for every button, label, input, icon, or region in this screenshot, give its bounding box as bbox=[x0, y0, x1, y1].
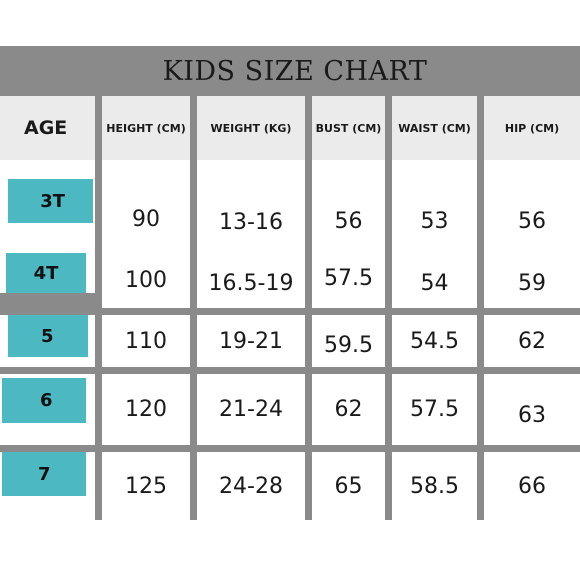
weight-cell: 21-24 bbox=[197, 374, 305, 445]
waist-value: 53 bbox=[420, 209, 449, 234]
hip-value: 56 bbox=[518, 209, 546, 234]
hip-value: 66 bbox=[518, 473, 546, 499]
bust-cell: 62 bbox=[312, 374, 385, 445]
waist-cell: 54 bbox=[392, 252, 477, 308]
weight-value: 13-16 bbox=[219, 210, 283, 235]
row-spacer bbox=[0, 296, 95, 298]
waist-cell: 54.5 bbox=[392, 315, 477, 367]
waist-value: 57.5 bbox=[410, 397, 459, 422]
bust-cell: 59.5 bbox=[312, 315, 385, 367]
height-value: 125 bbox=[125, 473, 167, 499]
bust-value: 57.5 bbox=[324, 265, 373, 291]
waist-cell: 57.5 bbox=[392, 374, 477, 445]
age-tag: 6 bbox=[2, 378, 86, 423]
header-row: AGE HEIGHT (CM) WEIGHT (KG) BUST (CM) WA… bbox=[0, 96, 580, 160]
age-tag: 5 bbox=[8, 315, 88, 357]
bust-value: 65 bbox=[334, 473, 363, 499]
age-tag: 7 bbox=[2, 452, 86, 496]
weight-value: 16.5-19 bbox=[208, 270, 294, 296]
header-waist: WAIST (CM) bbox=[392, 96, 477, 160]
weight-cell: 19-21 bbox=[197, 315, 305, 367]
header-weight: WEIGHT (KG) bbox=[197, 96, 305, 160]
age-tag: 3T bbox=[8, 179, 93, 223]
hip-cell: 63 bbox=[484, 374, 580, 445]
height-cell: 120 bbox=[102, 374, 190, 445]
hip-value: 63 bbox=[518, 403, 546, 428]
weight-value: 21-24 bbox=[219, 397, 283, 422]
header-bust: BUST (CM) bbox=[312, 96, 385, 160]
age-cell: 7 bbox=[0, 452, 95, 520]
size-chart: KIDS SIZE CHART AGE HEIGHT (CM) WEIGHT (… bbox=[0, 46, 580, 520]
title-bar: KIDS SIZE CHART bbox=[0, 46, 580, 96]
header-age: AGE bbox=[0, 96, 95, 160]
hip-value: 59 bbox=[518, 270, 546, 296]
height-cell: 110 bbox=[102, 315, 190, 367]
bust-value: 56 bbox=[334, 209, 363, 234]
age-cell: 4T bbox=[0, 253, 95, 296]
height-cell: 100 bbox=[102, 252, 190, 308]
waist-cell: 58.5 bbox=[392, 452, 477, 520]
height-value: 100 bbox=[125, 267, 167, 293]
age-cell: 6 bbox=[0, 374, 95, 445]
age-tag: 4T bbox=[6, 253, 86, 293]
weight-cell: 24-28 bbox=[197, 452, 305, 520]
chart-title: KIDS SIZE CHART bbox=[162, 55, 428, 87]
bust-value: 59.5 bbox=[324, 332, 373, 358]
height-value: 110 bbox=[125, 328, 167, 354]
height-value: 120 bbox=[125, 397, 167, 422]
bust-value: 62 bbox=[334, 397, 363, 422]
waist-value: 54 bbox=[420, 270, 449, 296]
weight-value: 19-21 bbox=[219, 328, 283, 354]
hip-cell: 62 bbox=[484, 315, 580, 367]
bust-cell: 65 bbox=[312, 452, 385, 520]
weight-value: 24-28 bbox=[219, 473, 283, 499]
waist-value: 54.5 bbox=[410, 328, 459, 354]
waist-value: 58.5 bbox=[410, 473, 459, 499]
height-cell: 125 bbox=[102, 452, 190, 520]
header-hip: HIP (CM) bbox=[484, 96, 580, 160]
hip-cell: 66 bbox=[484, 452, 580, 520]
hip-cell: 59 bbox=[484, 252, 580, 308]
age-cell: 5 bbox=[0, 315, 95, 367]
bust-cell: 57.5 bbox=[312, 252, 385, 308]
height-value: 90 bbox=[132, 206, 160, 232]
header-height: HEIGHT (CM) bbox=[102, 96, 190, 160]
weight-cell: 16.5-19 bbox=[197, 252, 305, 308]
hip-value: 62 bbox=[518, 328, 546, 354]
